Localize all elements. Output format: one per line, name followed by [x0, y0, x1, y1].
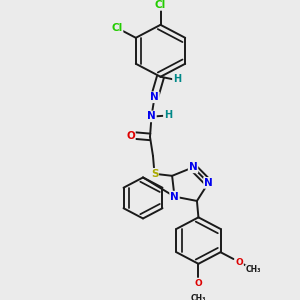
Text: Cl: Cl	[155, 0, 166, 10]
Text: H: H	[173, 74, 181, 85]
Text: O: O	[235, 257, 243, 266]
Text: S: S	[151, 169, 158, 179]
Text: CH₃: CH₃	[246, 265, 261, 274]
Text: N: N	[204, 178, 213, 188]
Text: N: N	[170, 192, 179, 202]
Text: N: N	[147, 111, 156, 122]
Text: CH₃: CH₃	[191, 294, 206, 300]
Text: H: H	[164, 110, 172, 120]
Text: O: O	[126, 130, 135, 140]
Text: O: O	[195, 279, 202, 288]
Text: Cl: Cl	[111, 23, 122, 33]
Text: N: N	[189, 162, 197, 172]
Text: N: N	[150, 92, 159, 102]
